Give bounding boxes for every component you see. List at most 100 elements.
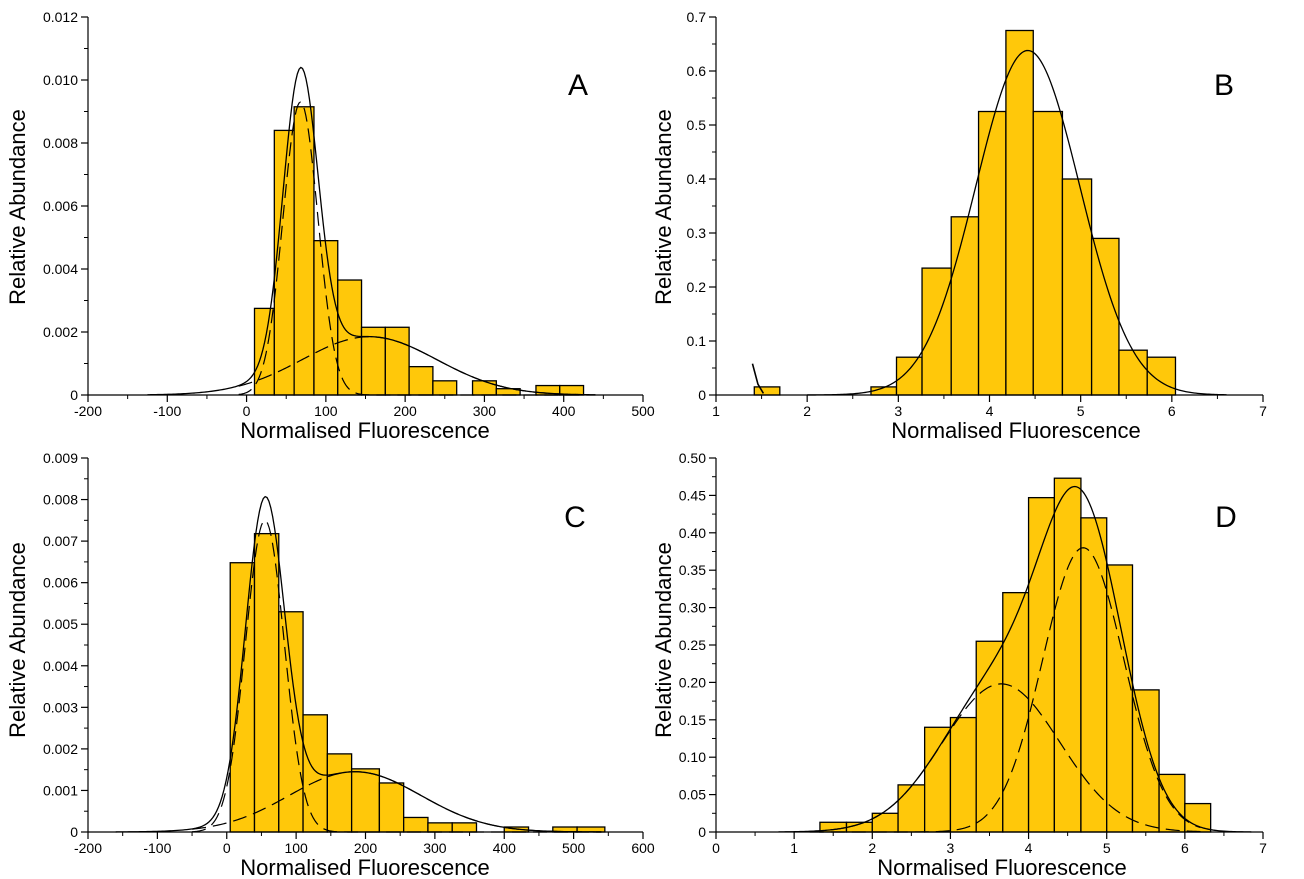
y-tick-label: 0.25 (679, 637, 706, 653)
y-tick-label: 0.35 (679, 562, 706, 578)
histogram-bars (229, 532, 606, 833)
y-tick-label: 0.15 (679, 712, 706, 728)
histogram-bar (229, 562, 256, 833)
histogram-bar (471, 380, 497, 396)
y-axis-label: Relative Abundance (5, 109, 30, 305)
axes: -200 -100 0 100 200 300 400 500 0 0.002 0.004 0.006… (43, 9, 655, 419)
histogram-bar (949, 716, 977, 833)
x-tick-label: 500 (631, 403, 655, 419)
histogram-bar (921, 267, 952, 396)
panel-d: 0 1 2 3 4 5 6 7 0 0.05 0.10 0.15 0.20 0.25 0.30 0.35 0.4… (651, 450, 1267, 879)
y-tick-label: 0.30 (679, 600, 706, 616)
x-tick-label: 500 (562, 840, 586, 856)
histogram-bar (378, 782, 405, 833)
fit-curves (751, 49, 1227, 396)
y-tick-label: 0.003 (43, 699, 78, 715)
y-axis-label: Relative Abundance (651, 542, 676, 738)
x-tick-label: 600 (631, 840, 655, 856)
histogram-bar (408, 365, 434, 396)
x-tick-label: 200 (354, 840, 378, 856)
histogram-bar (1053, 477, 1082, 833)
axes: 0 1 2 3 4 5 6 7 0 0.05 0.10 0.15 0.20 0.25 0.30 0.35 0.4… (679, 450, 1267, 856)
y-tick-label: 0.008 (43, 135, 78, 151)
histogram-bar (273, 129, 295, 396)
x-tick-label: 6 (1181, 840, 1189, 856)
y-tick-label: 0.012 (43, 9, 78, 25)
histogram-bar (895, 356, 923, 396)
y-tick-label: 0.05 (679, 787, 706, 803)
y-tick-label: 0.009 (43, 450, 78, 466)
histogram-bar (975, 640, 1004, 833)
x-tick-label: 1 (712, 403, 720, 419)
panel-c: -200 -100 0 100 200 300 400 500 600 0 0.001 0.002 0.… (5, 450, 655, 879)
axes: 1 2 3 4 5 6 7 0 0.1 0.2 0.3 0.4 0.5 0.6 0.7 (687, 9, 1268, 419)
y-tick-label: 0.5 (687, 117, 707, 133)
y-tick-label: 0.3 (687, 225, 707, 241)
x-tick-label: 200 (393, 403, 417, 419)
axes: -200 -100 0 100 200 300 400 500 600 0 0.001 0.002 0.… (43, 450, 655, 856)
histogram-bar (451, 822, 478, 833)
y-tick-label: 0.2 (687, 279, 707, 295)
y-tick-label: 0.10 (679, 749, 706, 765)
y-tick-label: 0.001 (43, 782, 78, 798)
histogram-bar (1146, 356, 1177, 396)
x-tick-label: 5 (1077, 403, 1085, 419)
x-tick-label: 6 (1168, 403, 1176, 419)
panel-label: A (568, 69, 588, 102)
histogram-bar (1118, 349, 1148, 396)
x-axis-label: Normalised Fluorescence (240, 418, 489, 443)
y-tick-label: 0 (70, 824, 78, 840)
histogram-bar (313, 239, 339, 396)
y-tick-label: 0.40 (679, 525, 706, 541)
x-tick-label: 1 (790, 840, 798, 856)
x-tick-label: 7 (1259, 403, 1267, 419)
histogram-bar (1005, 29, 1034, 396)
fit-curve-component-2 (238, 336, 596, 396)
x-tick-label: 4 (986, 403, 994, 419)
x-tick-label: 2 (803, 403, 811, 419)
fit-curve-component-1 (809, 683, 1201, 833)
panel-a: -200 -100 0 100 200 300 400 500 0 0.002 0.004 0.006… (5, 9, 655, 443)
x-tick-label: 4 (1025, 840, 1033, 856)
histogram-bar (302, 714, 328, 833)
y-tick-label: 0.006 (43, 198, 78, 214)
fit-curve-component-2 (191, 771, 602, 833)
y-tick-label: 0.005 (43, 616, 78, 632)
y-tick-label: 0.010 (43, 72, 78, 88)
x-tick-label: -200 (74, 403, 102, 419)
y-tick-label: 0.6 (687, 63, 707, 79)
x-tick-label: 100 (314, 403, 338, 419)
y-tick-label: 0 (70, 387, 78, 403)
x-tick-label: 300 (473, 403, 497, 419)
x-tick-label: 400 (552, 403, 576, 419)
x-tick-label: -200 (74, 840, 102, 856)
histogram-bar (326, 753, 353, 833)
histogram-bar (350, 768, 381, 833)
y-tick-label: 0.45 (679, 487, 706, 503)
x-tick-label: -100 (143, 840, 171, 856)
histogram-bar (1184, 802, 1212, 833)
histogram-bar (950, 216, 980, 396)
y-tick-label: 0.7 (687, 9, 707, 25)
x-tick-label: 400 (493, 840, 517, 856)
histogram-bars (253, 106, 585, 396)
y-tick-label: 0.50 (679, 450, 706, 466)
histogram-bar (384, 326, 410, 396)
x-tick-label: 0 (243, 403, 251, 419)
histogram-bar (403, 816, 429, 833)
x-tick-label: 7 (1259, 840, 1267, 856)
histogram-bar (1032, 110, 1064, 396)
x-tick-label: 3 (947, 840, 955, 856)
y-tick-label: 0.004 (43, 261, 78, 277)
y-tick-label: 0.008 (43, 492, 78, 508)
panel-label: C (564, 501, 586, 534)
y-tick-label: 0 (698, 824, 706, 840)
x-tick-label: 300 (423, 840, 447, 856)
histogram-bar (977, 110, 1007, 396)
x-axis-label: Normalised Fluorescence (877, 855, 1126, 879)
histogram-bars (819, 477, 1212, 833)
y-tick-label: 0.1 (687, 333, 707, 349)
panel-label: D (1215, 501, 1237, 534)
y-tick-label: 0 (698, 387, 706, 403)
